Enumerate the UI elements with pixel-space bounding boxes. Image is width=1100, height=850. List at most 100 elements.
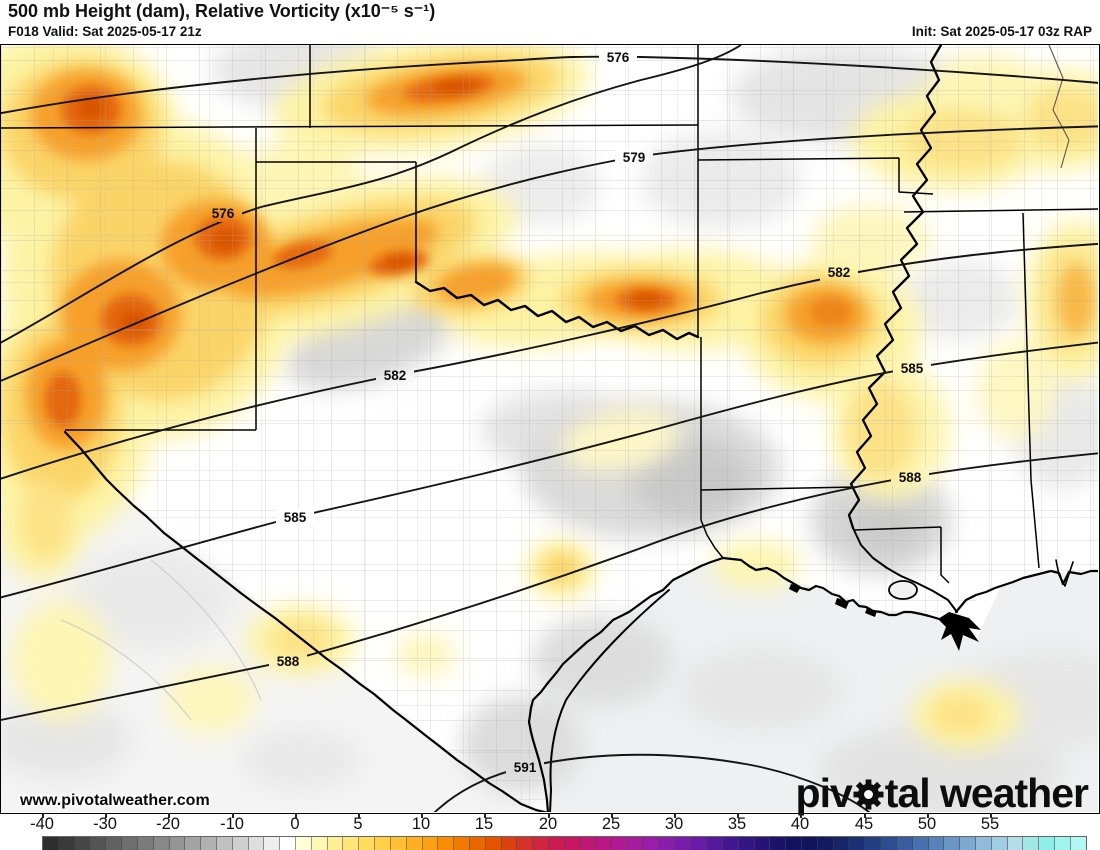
colorbar-cell bbox=[549, 837, 565, 850]
colorbar-cell bbox=[232, 837, 249, 850]
colorbar-cell bbox=[517, 837, 534, 850]
contour-label: 588 bbox=[277, 654, 300, 669]
colorbar-cell bbox=[944, 837, 961, 850]
contour-label: 582 bbox=[384, 368, 407, 383]
red-river bbox=[414, 280, 700, 341]
colorbar-cell bbox=[169, 837, 186, 850]
weather-map: 576 579 576 582 582 585 585 588 588 591 bbox=[1, 45, 1098, 812]
colorbar-cell bbox=[122, 837, 138, 850]
colorbar-cell bbox=[454, 837, 470, 850]
colorbar-cell bbox=[1007, 837, 1024, 850]
colorbar-tick-mark bbox=[358, 813, 360, 818]
colorbar-cell bbox=[137, 837, 154, 850]
colorbar-cell bbox=[327, 837, 344, 850]
mississippi-delta bbox=[938, 612, 981, 651]
mexico-state-lines bbox=[60, 559, 262, 721]
colorbar-cell bbox=[770, 837, 787, 850]
colorbar-tick-mark bbox=[800, 813, 802, 818]
colorbar-cell bbox=[216, 837, 233, 850]
contour-labels: 576 579 576 582 582 585 585 588 588 591 bbox=[212, 50, 924, 775]
colorbar-cell bbox=[343, 837, 360, 850]
colorbar-cell bbox=[596, 837, 613, 850]
colorbar-tick-label: -20 bbox=[156, 815, 180, 833]
colorbar-tick-mark bbox=[737, 813, 739, 818]
colorbar-tick-label: 15 bbox=[474, 815, 494, 833]
colorbar-cell bbox=[580, 837, 597, 850]
colorbar-cell bbox=[153, 837, 170, 850]
colorbar-tick-mark bbox=[864, 813, 866, 818]
colorbar-tick-label: 45 bbox=[854, 815, 874, 833]
mississippi-river bbox=[847, 45, 943, 530]
colorbar-cell bbox=[786, 837, 802, 850]
pivotal-weather-logo: piv ta bbox=[796, 770, 1089, 817]
colorbar-cell bbox=[406, 837, 423, 850]
colorbar-cell bbox=[201, 837, 217, 850]
colorbar-cell bbox=[849, 837, 866, 850]
colorbar-tick-mark bbox=[611, 813, 613, 818]
colorbar-cell bbox=[1039, 837, 1055, 850]
colorbar-tick-mark bbox=[105, 813, 107, 818]
colorbar-cell bbox=[912, 837, 929, 850]
colorbar-cell bbox=[881, 837, 897, 850]
rio-grande bbox=[63, 430, 549, 812]
colorbar-tick-mark bbox=[990, 813, 992, 818]
colorbar-tick-label: 0 bbox=[290, 815, 300, 833]
page-title: 500 mb Height (dam), Relative Vorticity … bbox=[8, 1, 436, 21]
colorbar-tick-mark bbox=[548, 813, 550, 818]
contour-label: 576 bbox=[212, 206, 235, 221]
lake-pontchartrain bbox=[888, 580, 918, 600]
colorbar-cell bbox=[533, 837, 549, 850]
colorbar-tick-mark bbox=[42, 813, 44, 818]
state-borders bbox=[1, 45, 1098, 584]
colorbar-tick-mark bbox=[421, 813, 423, 818]
colorbar-tick-mark bbox=[674, 813, 676, 818]
colorbar-cell bbox=[896, 837, 913, 850]
colorbar-tick-label: 20 bbox=[538, 815, 558, 833]
colorbar-cell bbox=[422, 837, 439, 850]
colorbar-tick-mark bbox=[927, 813, 929, 818]
colorbar-tick-label: 40 bbox=[790, 815, 810, 833]
colorbar-cell bbox=[106, 837, 123, 850]
colorbar-cell bbox=[833, 837, 850, 850]
colorbar-cell bbox=[280, 837, 296, 850]
colorbar-cell bbox=[43, 837, 59, 850]
colorbar-cell bbox=[928, 837, 945, 850]
colorbar-tick-mark bbox=[295, 813, 297, 818]
colorbar-cell bbox=[185, 837, 202, 850]
colorbar-cell bbox=[802, 837, 818, 850]
colorbar-cell bbox=[311, 837, 328, 850]
colorbar-cell bbox=[707, 837, 723, 850]
colorbar-cell bbox=[359, 837, 376, 850]
gulf-coastline bbox=[527, 556, 1098, 812]
colorbar-tick-label: 35 bbox=[727, 815, 747, 833]
colorbar-cell bbox=[865, 837, 882, 850]
colorbar-tick-label: 25 bbox=[601, 815, 621, 833]
contour-label: 585 bbox=[284, 510, 307, 525]
contour-label: 591 bbox=[514, 760, 537, 775]
colorbar-tick-label: 5 bbox=[353, 815, 363, 833]
vorticity-colorbar bbox=[42, 836, 1087, 850]
colorbar-cell bbox=[485, 837, 502, 850]
mississippi-river-lower bbox=[852, 527, 958, 613]
colorbar-cell bbox=[754, 837, 771, 850]
colorbar-tick-mark bbox=[484, 813, 486, 818]
colorbar-tick-label: 30 bbox=[664, 815, 684, 833]
gear-icon bbox=[853, 776, 884, 817]
colorbar-tick-label: 50 bbox=[917, 815, 937, 833]
colorbar-cell bbox=[738, 837, 755, 850]
contour-label: 579 bbox=[623, 150, 646, 165]
river-borders bbox=[63, 45, 958, 812]
colorbar-cell bbox=[375, 837, 391, 850]
colorbar-cell bbox=[248, 837, 265, 850]
contour-label: 576 bbox=[607, 50, 630, 65]
colorbar-cell bbox=[960, 837, 976, 850]
colorbar-cell bbox=[659, 837, 676, 850]
colorbar-cell bbox=[722, 837, 739, 850]
coastal-marsh bbox=[789, 584, 877, 617]
colorbar-cell bbox=[469, 837, 486, 850]
colorbar-cell bbox=[817, 837, 834, 850]
colorbar-cell bbox=[390, 837, 407, 850]
colorbar-cell bbox=[74, 837, 91, 850]
colorbar-cell bbox=[501, 837, 518, 850]
colorbar-cell bbox=[296, 837, 312, 850]
